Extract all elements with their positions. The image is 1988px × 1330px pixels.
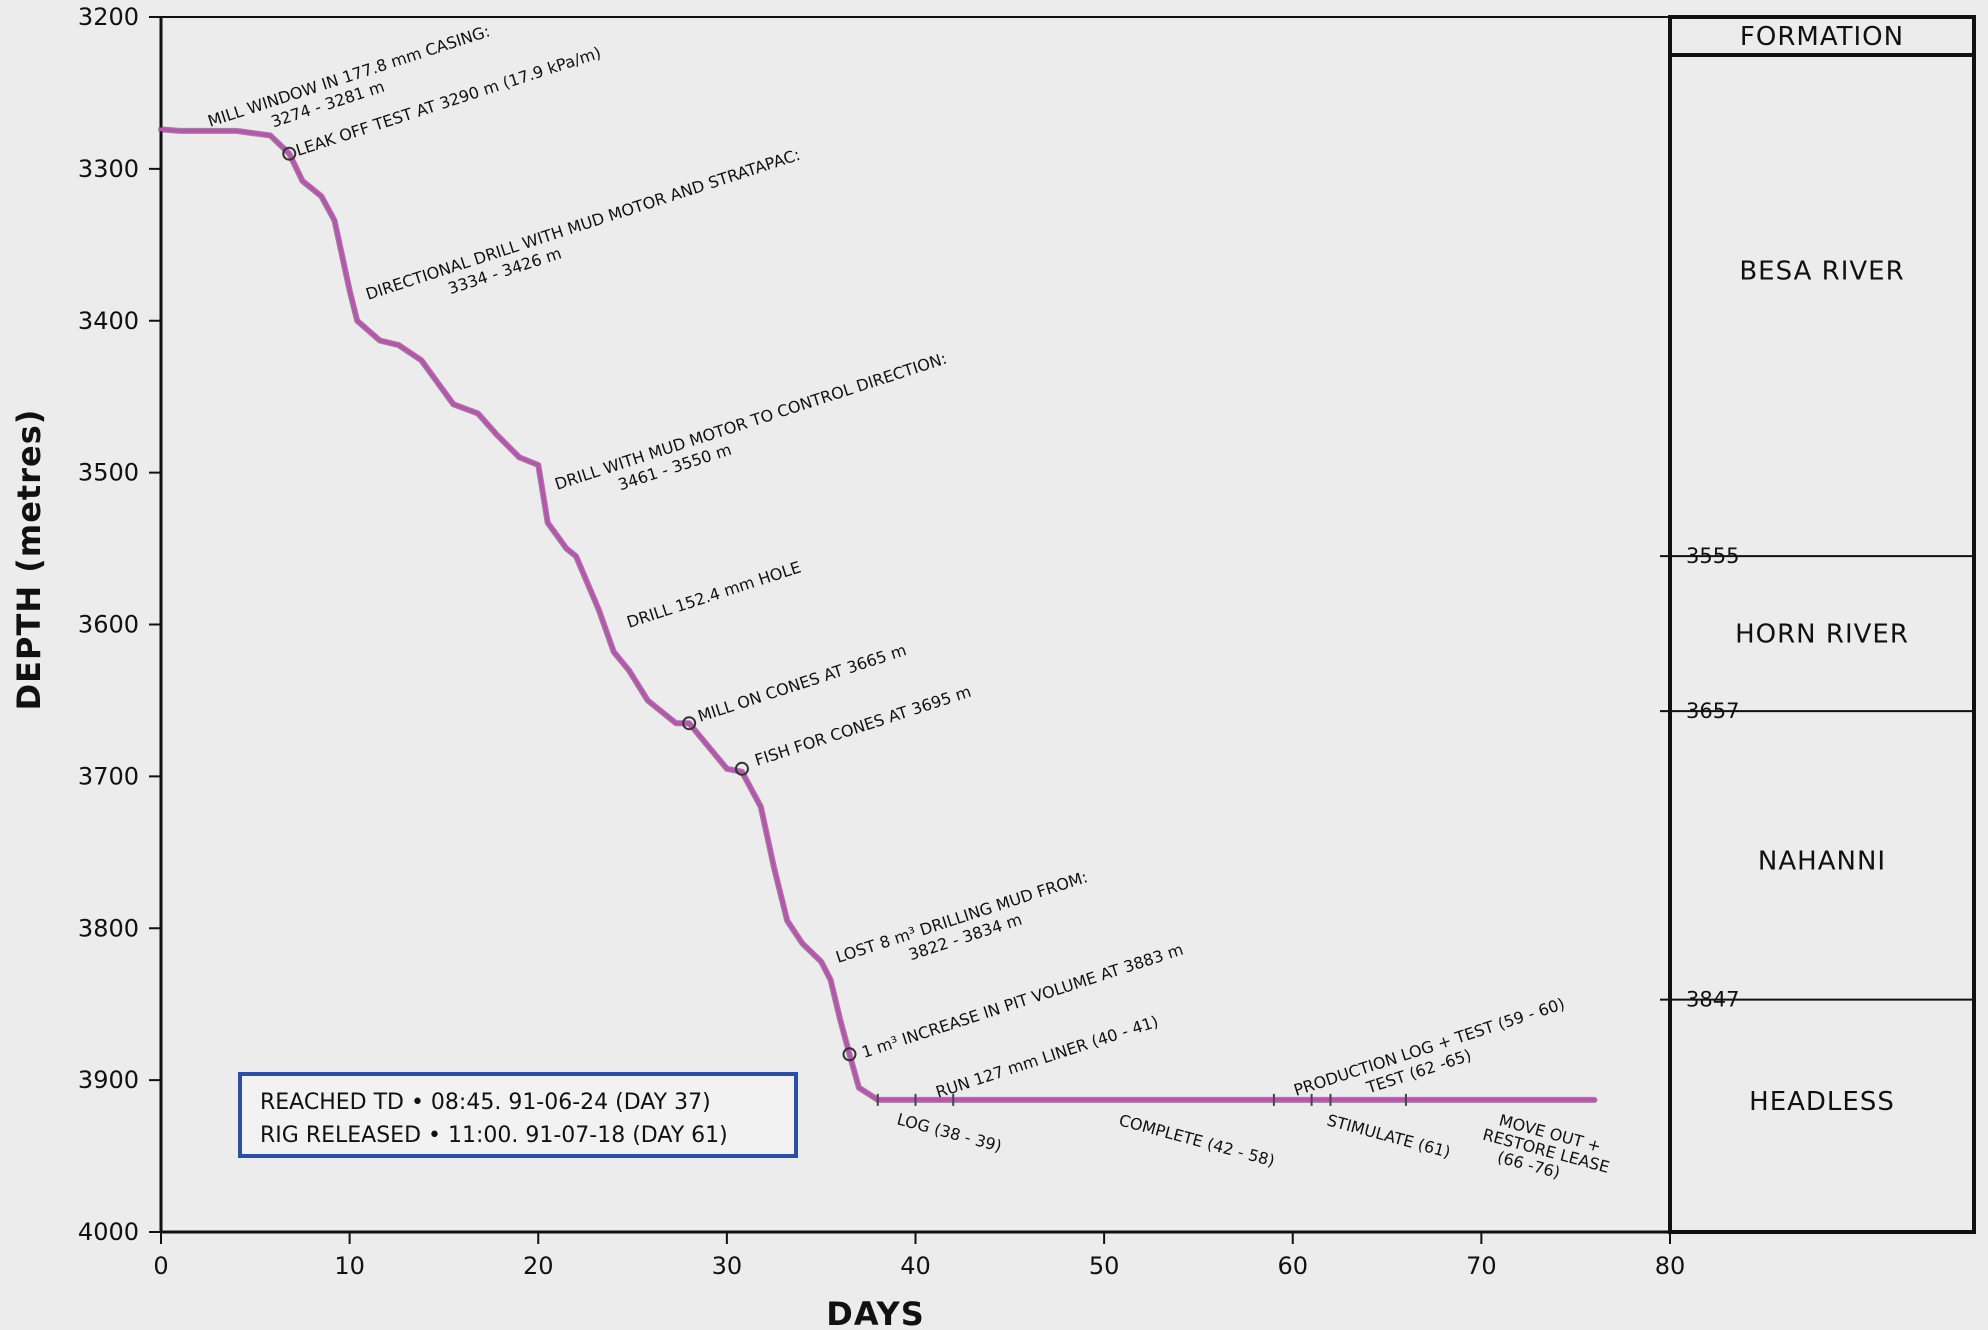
x-tick-label: 50 bbox=[1089, 1252, 1120, 1280]
y-tick-label: 3600 bbox=[78, 611, 139, 639]
event-marker bbox=[734, 761, 749, 776]
x-tick-label: 30 bbox=[712, 1252, 743, 1280]
annotation-text: PRODUCTION LOG + TEST (59 - 60) bbox=[1291, 994, 1567, 1100]
y-tick-label: 3300 bbox=[78, 155, 139, 183]
annotation-group: DIRECTIONAL DRILL WITH MUD MOTOR AND STR… bbox=[363, 145, 802, 304]
summary-rig-text: RIG RELEASED • 11:00. 91-07-18 (DAY 61) bbox=[260, 1123, 728, 1148]
annotation-text: MILL WINDOW IN 177.8 mm CASING: bbox=[205, 21, 492, 130]
annotation-group: LOG (38 - 39) bbox=[895, 1110, 1004, 1156]
formation-header: FORMATION bbox=[1740, 22, 1904, 52]
formation-boundary-depth: 3657 bbox=[1686, 699, 1739, 723]
annotation-group: DRILL 152.4 mm HOLE bbox=[624, 558, 803, 632]
depth-curve bbox=[159, 127, 1597, 1102]
event-marker bbox=[842, 1047, 857, 1062]
annotation-text: LOST 8 m³ DRILLING MUD FROM: bbox=[833, 867, 1089, 966]
summary-td-text: REACHED TD • 08:45. 91-06-24 (DAY 37) bbox=[260, 1090, 711, 1115]
event-marker bbox=[682, 716, 697, 731]
annotation-group: COMPLETE (42 - 58) bbox=[1117, 1111, 1277, 1171]
x-tick-label: 10 bbox=[334, 1252, 365, 1280]
annotation-group: LOST 8 m³ DRILLING MUD FROM:3822 - 3834 … bbox=[833, 867, 1089, 966]
annotation-text: 1 m³ INCREASE IN PIT VOLUME AT 3883 m bbox=[859, 940, 1185, 1062]
y-tick-label: 3400 bbox=[78, 307, 139, 335]
formation-name: BESA RIVER bbox=[1739, 257, 1904, 287]
y-tick-label: 3500 bbox=[78, 459, 139, 487]
annotation-group: STIMULATE (61) bbox=[1325, 1111, 1453, 1162]
annotation-text: COMPLETE (42 - 58) bbox=[1117, 1111, 1277, 1171]
formation-name: NAHANNI bbox=[1758, 846, 1886, 876]
formation-boundary-depth: 3847 bbox=[1686, 988, 1739, 1012]
y-tick-label: 3800 bbox=[78, 914, 139, 942]
annotation-text: DRILL WITH MUD MOTOR TO CONTROL DIRECTIO… bbox=[552, 349, 949, 494]
x-tick-label: 70 bbox=[1466, 1252, 1497, 1280]
formation-name: HORN RIVER bbox=[1735, 620, 1909, 650]
formation-boundary-depth: 3555 bbox=[1686, 544, 1739, 568]
y-axis-title: DEPTH (metres) bbox=[10, 409, 48, 711]
formation-column bbox=[1668, 15, 1976, 1234]
y-tick-label: 3200 bbox=[78, 3, 139, 31]
y-tick-label: 3700 bbox=[78, 762, 139, 790]
x-tick-label: 80 bbox=[1655, 1252, 1686, 1280]
x-tick-label: 60 bbox=[1277, 1252, 1308, 1280]
depth-curve-shadow bbox=[158, 126, 1598, 1103]
annotation-group: 1 m³ INCREASE IN PIT VOLUME AT 3883 m bbox=[859, 940, 1185, 1062]
x-tick-label: 40 bbox=[900, 1252, 931, 1280]
formation-name: HEADLESS bbox=[1749, 1087, 1895, 1117]
y-tick-label: 4000 bbox=[78, 1218, 139, 1246]
x-tick-label: 0 bbox=[153, 1252, 168, 1280]
y-tick-label: 3900 bbox=[78, 1066, 139, 1094]
x-tick-label: 20 bbox=[523, 1252, 554, 1280]
summary-box: REACHED TD • 08:45. 91-06-24 (DAY 37) RI… bbox=[238, 1072, 798, 1158]
event-marker bbox=[282, 146, 297, 161]
annotation-text: DRILL 152.4 mm HOLE bbox=[624, 558, 803, 632]
annotation-text: DIRECTIONAL DRILL WITH MUD MOTOR AND STR… bbox=[363, 145, 802, 304]
annotation-group: MOVE OUT +RESTORE LEASE(66 -76) bbox=[1481, 1111, 1612, 1183]
annotation-text: LOG (38 - 39) bbox=[895, 1110, 1004, 1156]
x-axis-title: DAYS bbox=[826, 1295, 924, 1330]
annotation-text: STIMULATE (61) bbox=[1325, 1111, 1453, 1162]
annotation-group: DRILL WITH MUD MOTOR TO CONTROL DIRECTIO… bbox=[552, 349, 949, 495]
